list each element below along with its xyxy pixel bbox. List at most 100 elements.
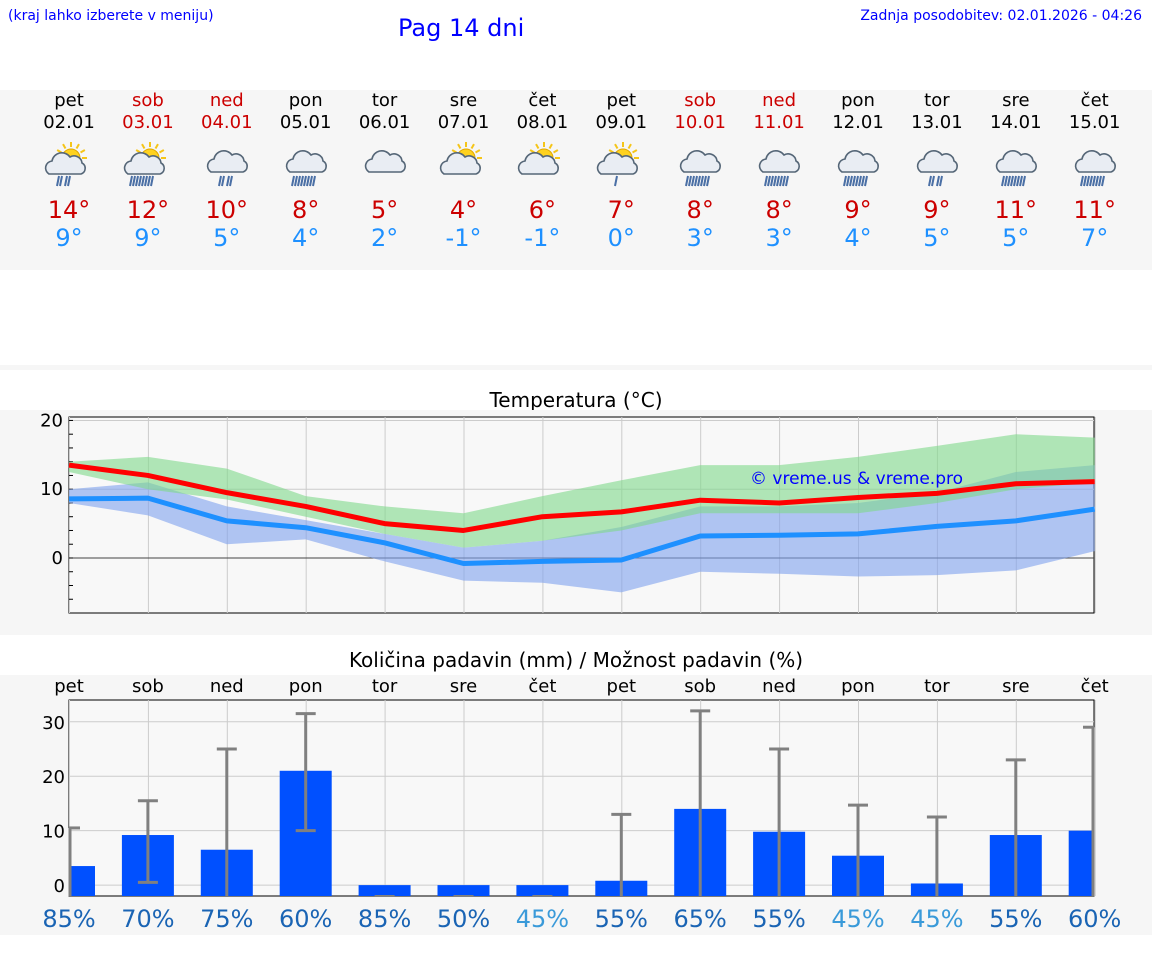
precipitation-probability-label: 60% — [279, 905, 332, 933]
day-name: pon — [288, 90, 323, 111]
precipitation-bar — [358, 885, 411, 896]
day-date: 03.01 — [122, 112, 174, 133]
day-name: ned — [209, 90, 244, 111]
precipitation-bar — [437, 885, 490, 896]
precipitation-x-tick-label: pet — [54, 676, 84, 697]
cloud-heavy-rain-icon — [988, 140, 1044, 196]
precipitation-bar — [69, 866, 95, 896]
max-temperature-line — [68, 462, 1095, 533]
day-name: čet — [528, 90, 557, 111]
day-name: pet — [54, 90, 84, 111]
cloud-heavy-rain-icon — [672, 140, 728, 196]
min-temperature-band — [69, 465, 1095, 593]
day-date: 06.01 — [358, 112, 411, 133]
day-name: ned — [762, 90, 797, 111]
min-temperature: 5° — [1002, 224, 1030, 252]
min-temperature: 9° — [134, 224, 162, 252]
precipitation-y-tick-label: 20 — [42, 767, 65, 788]
day-name: tor — [924, 90, 950, 111]
day-date: 11.01 — [753, 112, 805, 133]
day-column: sre 14.01 11° 5° — [977, 90, 1055, 252]
day-date: 04.01 — [201, 112, 253, 133]
precipitation-x-tick-label: tor — [372, 676, 398, 697]
day-name: sob — [131, 90, 164, 111]
precipitation-x-tick-label: sre — [450, 676, 477, 697]
max-temperature: 14° — [47, 196, 91, 224]
min-temperature: 0° — [607, 224, 635, 252]
temperature-chart: 0 10 20 © vreme.us & vreme.pro — [40, 410, 1096, 614]
precipitation-probability-label: 55% — [989, 905, 1042, 933]
cloud-icon — [357, 140, 413, 196]
day-column: tor 06.01 5° 2° — [346, 90, 424, 252]
location-hint-link[interactable]: (kraj lahko izberete v meniju) — [8, 8, 214, 24]
day-column: sob 03.01 12° 9° — [109, 90, 187, 252]
cloud-heavy-rain-icon — [1067, 140, 1123, 196]
precipitation-probability-label: 85% — [358, 905, 411, 933]
precipitation-x-tick-label: sob — [132, 676, 164, 697]
day-column: pon 12.01 9° 4° — [819, 90, 897, 252]
min-temperature: 5° — [923, 224, 951, 252]
precipitation-probability-label: 85% — [42, 905, 95, 933]
precipitation-x-tick-label: ned — [762, 676, 796, 697]
day-date: 13.01 — [911, 112, 963, 133]
sun-cloud-rain-icon — [41, 140, 97, 196]
precipitation-probability-label: 55% — [752, 905, 805, 933]
watermark-text: © vreme.us & vreme.pro — [750, 469, 963, 489]
min-temperature: 9° — [55, 224, 83, 252]
temperature-y-tick-label: 10 — [40, 479, 63, 500]
precipitation-y-tick-label: 0 — [54, 876, 65, 897]
day-name: pon — [841, 90, 875, 111]
last-update-label: Zadnja posodobitev: — [860, 8, 1004, 24]
precipitation-x-tick-label: sre — [1002, 676, 1029, 697]
precipitation-chart: pet sob ned pon tor sre čet pet sob ned pon tor sre č… — [42, 676, 1121, 933]
max-temperature: 12° — [126, 196, 170, 224]
cloud-rain-icon — [199, 140, 255, 196]
max-temperature: 6° — [528, 196, 557, 224]
min-temperature: 4° — [292, 224, 320, 252]
cloud-heavy-rain-icon — [751, 140, 807, 196]
precipitation-x-tick-label: čet — [1081, 676, 1109, 697]
precipitation-x-tick-label: tor — [924, 676, 950, 697]
sun-cloud-icon — [436, 140, 492, 196]
day-name: tor — [371, 90, 398, 111]
day-date: 07.01 — [437, 112, 490, 133]
day-column: sre 07.01 4° -1° — [425, 90, 503, 252]
last-update-value: 02.01.2026 - 04:26 — [1007, 8, 1142, 24]
precipitation-probability-label: 70% — [121, 905, 174, 933]
temperature-chart-title: Temperatura (°C) — [489, 388, 663, 412]
precipitation-chart-title: Količina padavin (mm) / Možnost padavin … — [348, 648, 804, 672]
min-temperature: 5° — [213, 224, 241, 252]
max-temperature: 7° — [607, 196, 635, 224]
day-column: pet 02.01 14° 9° — [30, 90, 108, 252]
divider — [0, 365, 1152, 370]
page-title: Pag 14 dni — [398, 14, 525, 42]
day-column: ned 11.01 8° 3° — [740, 90, 818, 252]
day-column: čet 15.01 11° 7° — [1056, 90, 1134, 252]
precipitation-x-tick-label: čet — [528, 676, 556, 697]
min-temperature: -1° — [524, 224, 561, 252]
day-name: sob — [684, 90, 717, 111]
sun-cloud-light-rain-icon — [593, 140, 649, 196]
day-column: sob 10.01 8° 3° — [661, 90, 739, 252]
min-temperature: 4° — [844, 224, 872, 252]
day-date: 15.01 — [1068, 112, 1121, 133]
sun-cloud-heavy-rain-icon — [120, 140, 176, 196]
day-name: pet — [606, 90, 637, 111]
day-date: 09.01 — [595, 112, 648, 133]
day-date: 10.01 — [674, 112, 726, 133]
precipitation-probability-label: 60% — [1068, 905, 1121, 933]
precipitation-bar — [516, 885, 569, 896]
max-temperature: 8° — [765, 196, 793, 224]
day-column: pon 05.01 8° 4° — [267, 90, 345, 252]
daily-forecast-strip: pet 02.01 14° 9° sob 03.01 12° 9° ned 04.01 10° 5° p… — [0, 90, 1152, 270]
temperature-y-tick-label: 0 — [52, 548, 63, 569]
precipitation-probability-label: 50% — [437, 905, 490, 933]
precipitation-probability-label: 65% — [674, 905, 727, 933]
day-name: sre — [449, 90, 478, 111]
max-temperature: 8° — [686, 196, 714, 224]
precipitation-bar — [1068, 830, 1094, 896]
precipitation-y-tick-label: 10 — [42, 822, 65, 843]
min-temperature: 3° — [686, 224, 714, 252]
min-temperature: 7° — [1081, 224, 1109, 252]
max-temperature: 9° — [844, 196, 872, 224]
